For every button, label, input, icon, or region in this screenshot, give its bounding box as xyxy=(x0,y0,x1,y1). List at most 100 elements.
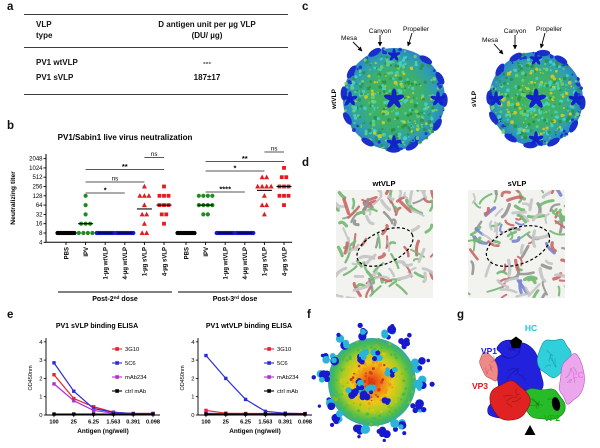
five-fold-star xyxy=(386,135,402,150)
mesa-arrow xyxy=(493,43,504,55)
mesa-bump xyxy=(405,141,419,151)
x-tick-label: 4-µg wtVLP xyxy=(123,247,129,279)
data-point xyxy=(279,175,284,180)
fab-cluster xyxy=(387,325,397,335)
fab-cluster xyxy=(401,343,407,350)
significance-label: ns xyxy=(151,151,158,158)
legend-label: ctrl mAb xyxy=(277,389,298,395)
data-point xyxy=(224,412,228,416)
y-tick-label: 0 xyxy=(191,413,194,419)
fab-cluster xyxy=(352,388,359,395)
mesa-bump xyxy=(547,137,560,147)
data-point xyxy=(282,166,286,170)
density-closeup-panel: wtVLP sVLP xyxy=(336,179,565,298)
x-tick-label: 6.25 xyxy=(240,420,251,426)
data-point xyxy=(144,211,150,217)
data-point xyxy=(146,193,152,198)
fab-cluster xyxy=(372,356,378,362)
fab-cluster xyxy=(390,419,400,428)
data-point xyxy=(201,212,206,217)
data-point xyxy=(139,211,145,217)
y-tick-label: 64 xyxy=(36,203,43,209)
y-tick-label: 512 xyxy=(32,175,43,181)
y-tick-label: 3 xyxy=(191,358,194,364)
propeller-label: Propeller xyxy=(536,26,563,33)
data-point xyxy=(91,405,96,409)
mesa-bump xyxy=(554,55,568,65)
y-tick-label: 256 xyxy=(32,185,43,191)
table-mid-rule xyxy=(24,46,288,48)
filled-pocket-ellipse xyxy=(485,225,551,267)
y-tick-label: 4 xyxy=(191,340,195,346)
y-tick-label: 3 xyxy=(39,358,42,364)
panel-letter-g: g xyxy=(457,309,465,321)
x-tick-label: 25 xyxy=(71,420,77,426)
lc-label: LC xyxy=(572,370,583,380)
significance-label: **** xyxy=(219,185,231,194)
x-tick-label: 0.098 xyxy=(298,420,312,426)
group-label: Post-3rd dose xyxy=(213,295,258,303)
x-tick-label: 1.563 xyxy=(106,420,120,426)
wtvlp-elisa-chart: PV1 wtVLP binding ELISA OD450nm 0 1 2 3 4 100 25… xyxy=(180,323,312,435)
data-point xyxy=(205,193,210,198)
legend-label: mAb234 xyxy=(277,375,299,381)
data-point xyxy=(243,397,248,402)
fab-cluster xyxy=(318,376,325,383)
y-tick-label: 2 xyxy=(191,376,194,382)
five-fold-star xyxy=(384,88,404,108)
ribbon-domain xyxy=(489,380,531,421)
series-line xyxy=(205,355,306,415)
data-point xyxy=(224,376,228,381)
data-point xyxy=(139,230,145,235)
five-fold-star xyxy=(568,91,584,106)
y-tick-label: 128 xyxy=(32,194,43,200)
x-tick-label: 0.391 xyxy=(278,420,292,426)
x-tick-label: 4-µg sVLP xyxy=(162,247,168,276)
data-point xyxy=(264,174,270,180)
fab-cluster xyxy=(364,385,372,393)
significance-label: ** xyxy=(122,162,128,171)
propeller-label: Propeller xyxy=(403,26,430,33)
data-point xyxy=(201,193,206,198)
protomer-fab-model: HC VP1 VP3 LC VP2 xyxy=(472,323,585,435)
data-point xyxy=(283,412,287,416)
data-point xyxy=(303,412,307,416)
fab-cluster xyxy=(357,379,364,387)
x-tick-label: 1-µg sVLP xyxy=(263,247,269,276)
x-tick-label: 0.098 xyxy=(146,420,160,426)
svlp-label: sVLP xyxy=(471,90,478,107)
data-point xyxy=(81,230,86,236)
fab-cluster xyxy=(381,331,389,339)
data-point xyxy=(259,183,265,189)
data-point xyxy=(72,412,76,416)
data-point xyxy=(210,193,215,198)
chart-title: PV1 sVLP binding ELISA xyxy=(56,323,138,330)
fab-cluster xyxy=(322,355,330,364)
fab-cluster xyxy=(398,424,404,430)
x-tick-label: PBS xyxy=(64,247,70,259)
d-antigen-table: VLP type D antigen unit per µg VLP (DU/ … xyxy=(24,14,288,95)
table-top-rule xyxy=(24,14,288,15)
data-point xyxy=(72,230,77,236)
table-row: PV1 sVLP 187±17 xyxy=(36,72,221,82)
fab-cluster xyxy=(370,349,377,356)
legend-label: 5C6 xyxy=(125,361,136,367)
fab-cluster xyxy=(375,350,381,356)
y-tick-label: 1 xyxy=(191,395,194,401)
data-point xyxy=(90,230,95,236)
x-tick-label: 4-µg sVLP xyxy=(282,247,288,276)
x-tick-label: IPV xyxy=(84,247,90,257)
fab-cluster xyxy=(352,424,361,433)
y-tick-label: 1 xyxy=(39,395,42,401)
data-point xyxy=(91,412,96,416)
y-tick-label: 2048 xyxy=(29,157,43,163)
data-point xyxy=(263,409,268,414)
fab-decorated-capsid xyxy=(311,322,435,443)
fab-cluster xyxy=(413,379,423,389)
data-point xyxy=(141,221,147,226)
data-point xyxy=(72,389,76,393)
mesa-bump xyxy=(419,55,433,65)
panel-letter-a: a xyxy=(7,1,14,13)
fab-cluster xyxy=(385,367,390,371)
y-axis-label: OD450nm xyxy=(180,365,186,390)
